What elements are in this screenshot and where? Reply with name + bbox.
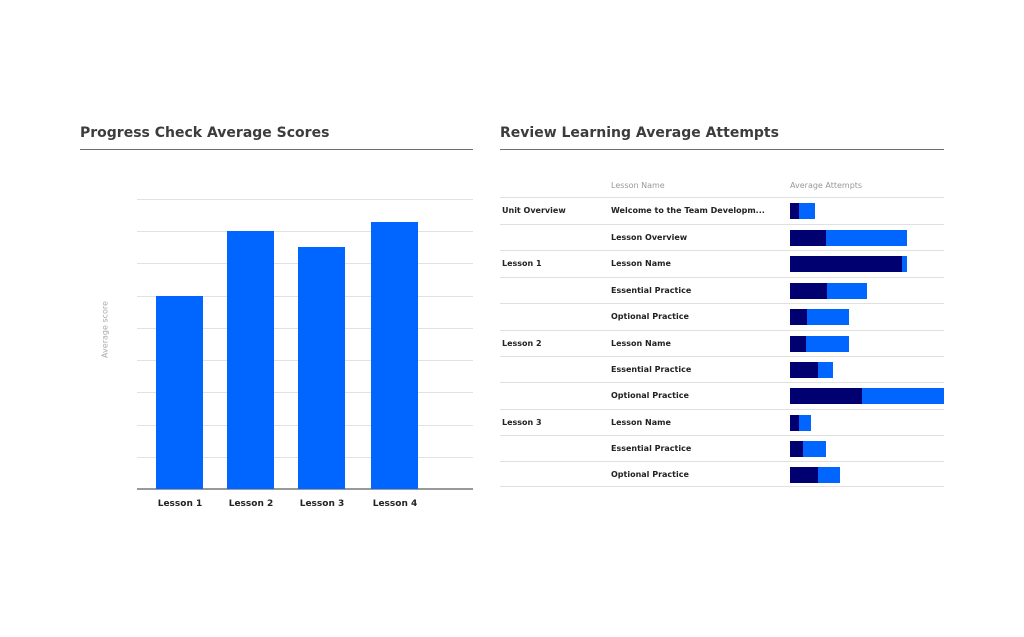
table-row: Essential Practice (500, 435, 944, 462)
header-lesson-name: Lesson Name (611, 181, 665, 190)
attempts-bar-light-segment (818, 362, 833, 378)
table-row: Lesson 3 Lesson Name (500, 409, 944, 436)
y-axis-label: Average score (100, 301, 110, 358)
lesson-name-cell: Lesson Name (611, 339, 671, 348)
lesson-name-cell: Welcome to the Team Developm... (611, 206, 765, 215)
attempts-bar-light-segment (818, 467, 840, 483)
right-title-divider (500, 149, 944, 150)
attempts-bar-light-segment (862, 388, 944, 404)
unit-cell: Lesson 2 (502, 339, 542, 348)
attempts-bar[interactable] (790, 415, 811, 431)
attempts-bar[interactable] (790, 467, 840, 483)
x-tick-label: Lesson 2 (228, 499, 274, 509)
attempts-bar[interactable] (790, 309, 849, 325)
attempts-bar-light-segment (803, 441, 826, 457)
bar-lesson-3[interactable] (298, 247, 345, 489)
attempts-bar-dark-segment (790, 230, 826, 246)
x-tick-label: Lesson 3 (299, 499, 345, 509)
attempts-bar-light-segment (826, 230, 907, 246)
lesson-name-cell: Essential Practice (611, 286, 692, 295)
attempts-bar-dark-segment (790, 256, 902, 272)
unit-cell: Lesson 3 (502, 418, 542, 427)
table-row: Lesson 1 Lesson Name (500, 250, 944, 277)
attempts-bar-light-segment (799, 203, 815, 219)
lesson-name-cell: Lesson Name (611, 259, 671, 268)
progress-chart-title: Progress Check Average Scores (80, 125, 330, 141)
gridline (137, 231, 473, 233)
attempts-bar[interactable] (790, 230, 907, 246)
attempts-bar-light-segment (902, 256, 907, 272)
lesson-name-cell: Optional Practice (611, 312, 689, 321)
left-title-divider (80, 149, 473, 150)
lesson-name-cell: Optional Practice (611, 391, 689, 400)
attempts-table-title: Review Learning Average Attempts (500, 125, 779, 141)
table-row: Optional Practice (500, 382, 944, 409)
attempts-bar-dark-segment (790, 283, 827, 299)
x-axis (137, 488, 473, 490)
gridline (137, 199, 473, 200)
lesson-name-cell: Lesson Name (611, 418, 671, 427)
attempts-bar-dark-segment (790, 441, 803, 457)
lesson-name-cell: Essential Practice (611, 444, 692, 453)
attempts-bar-dark-segment (790, 336, 806, 352)
table-bottom-divider (500, 486, 944, 487)
table-row: Lesson 2 Lesson Name (500, 330, 944, 357)
header-average-attempts: Average Attempts (790, 181, 863, 190)
attempts-bar-dark-segment (790, 467, 818, 483)
table-row: Essential Practice (500, 356, 944, 383)
bar-lesson-4[interactable] (371, 221, 418, 489)
attempts-bar-light-segment (799, 415, 811, 431)
table-row: Optional Practice (500, 303, 944, 330)
unit-cell: Lesson 1 (502, 259, 542, 268)
attempts-bar[interactable] (790, 362, 833, 378)
table-row: Unit Overview Welcome to the Team Develo… (500, 197, 944, 224)
attempts-bar[interactable] (790, 256, 907, 272)
attempts-bar[interactable] (790, 388, 944, 404)
lesson-name-cell: Optional Practice (611, 470, 689, 479)
attempts-bar[interactable] (790, 203, 815, 219)
attempts-bar[interactable] (790, 336, 849, 352)
table-row: Essential Practice (500, 277, 944, 304)
x-tick-label: Lesson 1 (157, 499, 203, 509)
bar-lesson-1[interactable] (156, 295, 203, 489)
attempts-bar-dark-segment (790, 388, 862, 404)
attempts-bar-light-segment (827, 283, 867, 299)
attempts-bar[interactable] (790, 441, 826, 457)
lesson-name-cell: Essential Practice (611, 365, 692, 374)
table-row: Optional Practice (500, 461, 944, 488)
attempts-bar-dark-segment (790, 203, 799, 219)
unit-cell: Unit Overview (502, 206, 566, 215)
lesson-name-cell: Lesson Overview (611, 233, 688, 242)
table-row: Lesson Overview (500, 224, 944, 251)
attempts-bar-dark-segment (790, 309, 807, 325)
attempts-bar-dark-segment (790, 415, 799, 431)
attempts-bar-light-segment (807, 309, 849, 325)
x-tick-label: Lesson 4 (372, 499, 418, 509)
attempts-bar-light-segment (806, 336, 849, 352)
bar-lesson-2[interactable] (227, 231, 274, 489)
attempts-bar-dark-segment (790, 362, 818, 378)
attempts-bar[interactable] (790, 283, 867, 299)
